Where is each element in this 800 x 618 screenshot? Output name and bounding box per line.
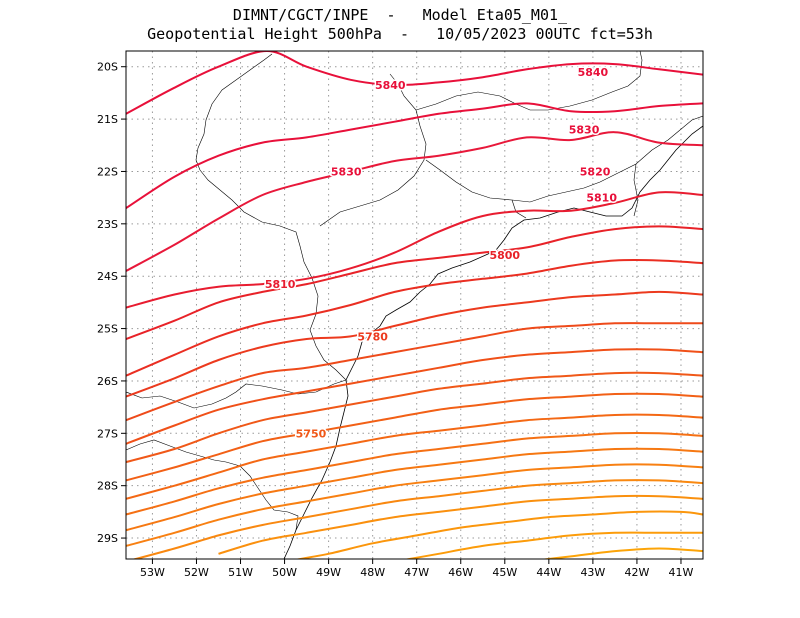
state-border — [126, 439, 299, 531]
state-border — [633, 163, 639, 217]
lat-tick-label: 26S — [97, 375, 118, 388]
contour-line-5660 — [403, 531, 703, 559]
contour-line-5730 — [126, 413, 703, 500]
state-border — [511, 199, 527, 219]
lon-tick-label: 47W — [404, 566, 429, 579]
contour-label: 5830 — [569, 124, 600, 137]
state-border — [126, 379, 347, 409]
contour-line-5710 — [126, 447, 703, 532]
longitude-axis: 53W 52W 51W 50W 49W 48W 47W 46W 45W 44W 43W 42W 41W — [140, 559, 694, 579]
lon-tick-label: 48W — [360, 566, 385, 579]
contour-label: 5800 — [489, 249, 520, 262]
lon-tick-label: 43W — [580, 566, 605, 579]
lat-tick-label: 22S — [97, 165, 118, 178]
contour-label: 5750 — [296, 427, 327, 440]
lon-tick-label: 51W — [228, 566, 253, 579]
contour-label: 5780 — [357, 330, 388, 343]
contour-label: 5830 — [331, 165, 362, 178]
lat-tick-label: 27S — [97, 427, 118, 440]
map-title-line-2: Geopotential Height 500hPa - 10/05/2023 … — [147, 25, 653, 43]
lon-tick-label: 42W — [624, 566, 649, 579]
lon-tick-label: 49W — [316, 566, 341, 579]
latitude-axis: 20S 21S 22S 23S 24S 25S 26S 27S 28S 29S — [97, 61, 126, 545]
lon-tick-label: 46W — [448, 566, 473, 579]
state-border — [319, 73, 427, 227]
lat-tick-label: 20S — [97, 61, 118, 74]
contour-labels: 5840 5840 5830 5830 5820 5810 5810 5800 5780 5750 — [263, 64, 618, 441]
contour-line-5650 — [540, 547, 703, 559]
lon-tick-label: 53W — [140, 566, 165, 579]
contour-label: 5810 — [265, 278, 296, 291]
contour-line-5840 — [126, 51, 703, 115]
height-contours — [126, 51, 703, 559]
contour-line-5790 — [126, 258, 703, 377]
contour-label: 5820 — [580, 165, 611, 178]
lon-tick-label: 50W — [272, 566, 297, 579]
lon-tick-label: 45W — [492, 566, 517, 579]
lon-tick-label: 52W — [184, 566, 209, 579]
contour-line-5830 — [126, 102, 703, 209]
state-border — [195, 53, 347, 381]
contour-label: 5810 — [586, 192, 617, 205]
lat-tick-label: 24S — [97, 270, 118, 283]
lon-tick-label: 41W — [669, 566, 694, 579]
contour-label: 5840 — [375, 79, 406, 92]
contour-line-5820 — [126, 131, 703, 272]
contour-label: 5840 — [578, 66, 609, 79]
contour-line-5670 — [293, 510, 703, 559]
plot-frame — [125, 50, 704, 560]
state-border — [425, 115, 703, 203]
contour-line-5800 — [126, 225, 703, 340]
lat-lon-grid — [126, 51, 703, 559]
contour-line-5780 — [126, 290, 703, 398]
contour-line-5810 — [126, 191, 703, 309]
lat-tick-label: 29S — [97, 532, 118, 545]
lat-tick-label: 25S — [97, 323, 118, 336]
contour-line-5700 — [126, 463, 703, 547]
lat-tick-label: 21S — [97, 113, 118, 126]
lon-tick-label: 44W — [536, 566, 561, 579]
lat-tick-label: 23S — [97, 218, 118, 231]
state-border — [415, 51, 643, 111]
contour-line-5680 — [218, 494, 703, 555]
contour-line-5770 — [126, 322, 703, 422]
lat-tick-label: 28S — [97, 480, 118, 493]
contour-line-5720 — [126, 432, 703, 516]
contour-line-5740 — [126, 392, 703, 482]
contour-line-5690 — [131, 479, 703, 559]
contour-line-5750 — [126, 371, 703, 464]
map-title-line-1: DIMNT/CGCT/INPE - Model Eta05_M01_ — [232, 6, 568, 24]
contour-line-5760 — [126, 348, 703, 445]
